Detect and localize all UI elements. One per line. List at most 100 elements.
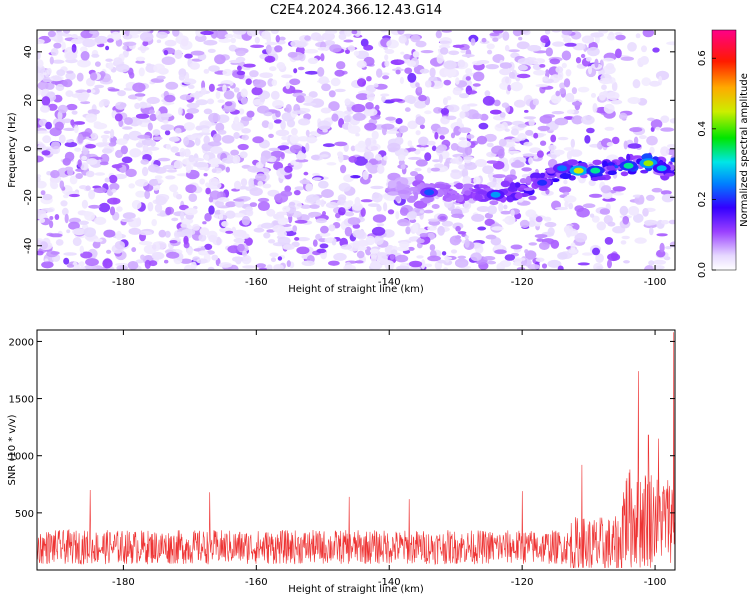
noise-blob — [108, 174, 118, 184]
noise-blob — [252, 136, 264, 144]
noise-blob — [362, 170, 369, 180]
noise-blob — [425, 80, 432, 88]
signal-blob — [462, 183, 475, 188]
noise-blob — [135, 56, 146, 62]
noise-blob — [39, 241, 49, 250]
noise-blob — [203, 39, 218, 46]
noise-blob — [384, 49, 395, 54]
noise-blob — [280, 152, 285, 160]
noise-blob — [149, 113, 157, 122]
noise-blob — [336, 217, 341, 222]
noise-blob — [595, 253, 604, 263]
noise-blob — [146, 96, 160, 105]
noise-blob — [603, 103, 615, 114]
noise-blob — [243, 237, 253, 246]
noise-blob — [208, 112, 221, 123]
noise-blob — [455, 77, 460, 85]
noise-blob — [451, 169, 460, 173]
noise-blob — [232, 229, 247, 237]
noise-blob — [369, 261, 383, 270]
signal-blob — [439, 191, 445, 196]
noise-blob — [599, 208, 611, 215]
noise-blob — [317, 67, 325, 77]
noise-blob — [282, 227, 293, 232]
noise-blob — [466, 103, 478, 107]
noise-blob — [292, 225, 298, 233]
noise-blob — [318, 76, 330, 85]
noise-blob — [370, 255, 377, 264]
noise-blob — [85, 144, 96, 149]
noise-blob — [644, 265, 655, 270]
noise-blob — [606, 91, 620, 101]
noise-blob — [100, 153, 110, 164]
noise-blob — [484, 218, 495, 226]
noise-blob — [55, 239, 64, 246]
noise-blob — [105, 45, 110, 51]
noise-blob — [522, 153, 535, 157]
noise-blob — [186, 107, 200, 114]
noise-blob — [295, 159, 309, 163]
noise-blob — [42, 72, 47, 76]
noise-blob — [376, 223, 385, 227]
noise-blob — [479, 113, 489, 121]
noise-blob — [450, 170, 463, 180]
noise-blob — [619, 205, 629, 216]
noise-blob — [78, 261, 85, 267]
noise-blob — [106, 249, 112, 254]
signal-blob — [387, 191, 399, 196]
noise-blob — [544, 221, 557, 228]
noise-blob — [164, 94, 176, 103]
noise-blob — [57, 32, 66, 36]
noise-blob — [429, 67, 436, 78]
noise-blob — [486, 160, 498, 164]
noise-blob — [49, 233, 63, 238]
noise-blob — [347, 123, 353, 131]
noise-blob — [312, 172, 320, 177]
y-tick-label: -40 — [23, 238, 34, 254]
signal-blob — [480, 184, 488, 189]
snr-background — [37, 330, 675, 570]
noise-blob — [528, 242, 538, 246]
noise-blob — [73, 125, 79, 134]
noise-blob — [563, 191, 570, 196]
noise-blob — [407, 120, 418, 130]
noise-blob — [612, 186, 626, 192]
noise-blob — [333, 252, 347, 261]
noise-blob — [269, 252, 279, 258]
noise-blob — [192, 224, 200, 231]
noise-blob — [154, 175, 163, 180]
noise-blob — [404, 107, 411, 112]
noise-blob — [98, 100, 104, 108]
noise-blob — [115, 138, 128, 145]
noise-blob — [153, 63, 166, 73]
noise-blob — [164, 259, 169, 264]
noise-blob — [424, 263, 433, 268]
signal-blob — [566, 159, 579, 166]
noise-blob — [419, 147, 426, 152]
noise-blob — [596, 265, 604, 270]
noise-blob — [395, 254, 409, 263]
noise-blob — [355, 93, 370, 101]
noise-blob — [92, 240, 101, 249]
noise-blob — [139, 230, 152, 236]
noise-blob — [502, 31, 510, 41]
noise-blob — [599, 77, 613, 85]
noise-blob — [438, 154, 443, 163]
noise-blob — [181, 228, 196, 236]
noise-blob — [37, 250, 44, 256]
noise-blob — [418, 136, 429, 146]
noise-blob — [561, 30, 573, 36]
noise-blob — [360, 207, 366, 217]
x-tick-label: -100 — [644, 277, 667, 288]
noise-blob — [315, 199, 322, 206]
noise-blob — [602, 57, 615, 62]
noise-blob — [551, 111, 565, 115]
noise-blob — [56, 69, 66, 77]
noise-blob — [293, 190, 301, 196]
signal-blob — [434, 183, 447, 189]
noise-blob — [536, 238, 544, 242]
noise-blob — [478, 122, 489, 130]
noise-blob — [384, 60, 390, 67]
noise-blob — [201, 128, 210, 134]
noise-blob — [559, 87, 566, 95]
